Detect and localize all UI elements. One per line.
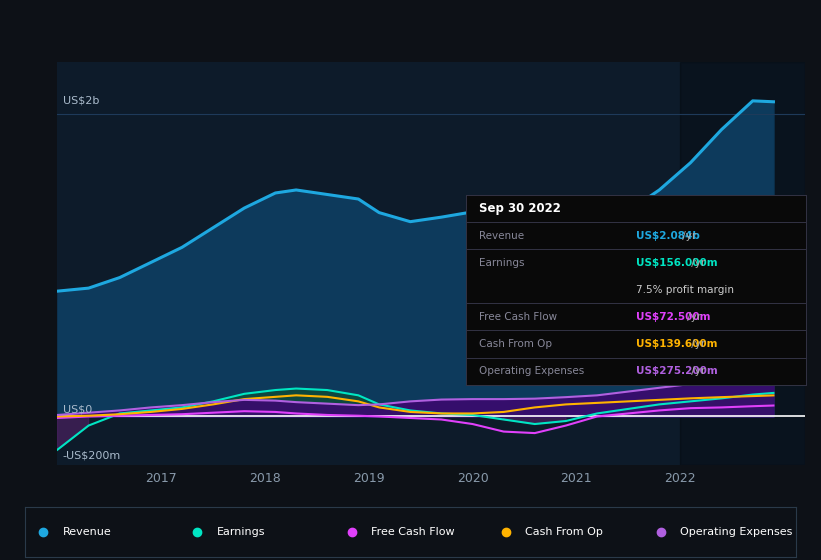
Text: Cash From Op: Cash From Op: [525, 527, 603, 537]
Text: Free Cash Flow: Free Cash Flow: [479, 312, 557, 322]
Text: /yr: /yr: [688, 258, 705, 268]
Text: Cash From Op: Cash From Op: [479, 339, 553, 349]
Text: Operating Expenses: Operating Expenses: [479, 366, 585, 376]
Text: Sep 30 2022: Sep 30 2022: [479, 202, 561, 215]
Text: US$2b: US$2b: [62, 95, 99, 105]
Text: US$139.600m: US$139.600m: [635, 339, 718, 349]
Text: Revenue: Revenue: [479, 231, 525, 241]
Text: /yr: /yr: [688, 339, 705, 349]
Text: Earnings: Earnings: [479, 258, 525, 268]
Text: /yr: /yr: [679, 231, 696, 241]
Text: 7.5% profit margin: 7.5% profit margin: [635, 285, 734, 295]
Text: US$0: US$0: [62, 405, 92, 414]
Text: Earnings: Earnings: [217, 527, 265, 537]
Text: Free Cash Flow: Free Cash Flow: [371, 527, 455, 537]
Text: Revenue: Revenue: [62, 527, 111, 537]
Text: -US$200m: -US$200m: [62, 450, 121, 460]
Bar: [680, 62, 805, 465]
Text: Operating Expenses: Operating Expenses: [680, 527, 792, 537]
Text: US$72.500m: US$72.500m: [635, 312, 710, 322]
Text: /yr: /yr: [688, 366, 705, 376]
Text: US$275.200m: US$275.200m: [635, 366, 718, 376]
Text: /yr: /yr: [684, 312, 701, 322]
Text: US$2.084b: US$2.084b: [635, 231, 699, 241]
Text: US$156.000m: US$156.000m: [635, 258, 718, 268]
